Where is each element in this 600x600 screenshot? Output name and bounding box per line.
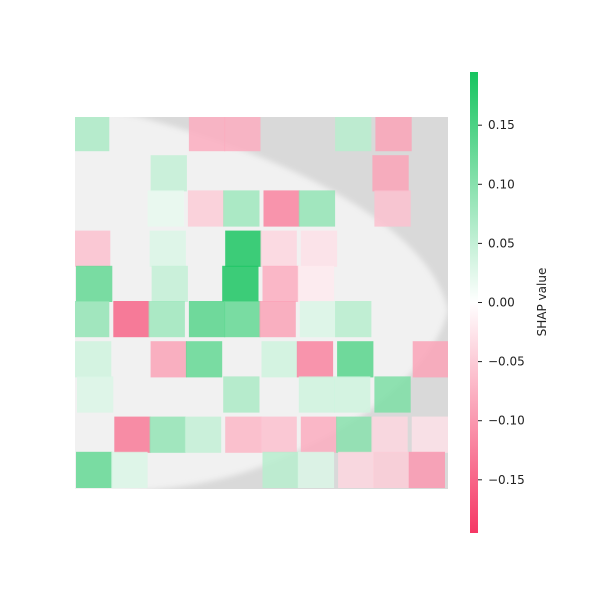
superpixel-cell [335,117,372,152]
superpixel-cell [297,265,335,302]
superpixel-cell [77,376,114,413]
colorbar-tick-label: −0.15 [488,473,525,487]
superpixel-cell [408,451,445,488]
colorbar-label: SHAP value [535,268,549,337]
superpixel-cell [375,117,412,152]
superpixel-cell [372,155,409,192]
superpixel-cell [338,451,375,488]
superpixel-cell [187,190,225,227]
superpixel-cell [75,230,111,267]
superpixel-cell [334,376,371,413]
superpixel-grid [75,117,448,488]
superpixel-cell [76,451,113,488]
superpixel-cell [263,190,300,227]
superpixel-cell [300,230,338,267]
colorbar-tick-label: 0.10 [488,177,515,191]
superpixel-cell [111,451,148,488]
superpixel-cell [297,451,335,488]
superpixel-cell [373,451,410,488]
superpixel-cell [114,416,151,453]
superpixel-cell [296,341,334,378]
superpixel-cell [223,376,260,413]
superpixel-cell [185,341,223,378]
superpixel-cell [260,416,297,453]
superpixel-cell [337,341,374,378]
superpixel-cell [75,341,112,378]
superpixel-cell [298,376,336,413]
superpixel-cell [371,416,408,453]
superpixel-cell [259,301,296,338]
colorbar-ticks: 0.15 0.10 0.05 0.00 −0.05 −0.10 −0.15 [478,118,525,487]
superpixel-cell [150,155,187,192]
superpixel-cell [411,416,448,453]
superpixel-cell [149,230,186,267]
superpixel-cell [262,265,299,302]
superpixel-cell [147,190,184,227]
superpixel-cell [262,451,299,488]
superpixel-cell [224,301,261,338]
superpixel-cell [150,341,187,378]
superpixel-cell [184,416,222,453]
colorbar-tick-label: −0.10 [488,414,525,428]
colorbar-tick-label: −0.05 [488,355,525,369]
superpixel-cell [260,230,297,267]
superpixel-cell [188,117,226,152]
superpixel-cell [113,301,150,338]
superpixel-cell [75,117,110,152]
superpixel-cell [299,301,337,338]
superpixel-cell [298,190,336,227]
superpixel-cell [374,376,411,413]
explanation-image [75,117,448,489]
superpixel-cell [336,416,373,453]
superpixel-cell [261,341,298,378]
superpixel-cell [76,265,113,302]
colorbar-tick-label: 0.15 [488,118,515,132]
superpixel-cell [148,301,185,338]
colorbar-tick-label: 0.05 [488,236,515,250]
superpixel-cell [188,301,226,338]
colorbar-tick-label: 0.00 [488,296,515,310]
superpixel-cell [149,416,186,453]
superpixel-cell [75,301,110,338]
superpixel-cell [222,265,259,302]
superpixel-cell [223,190,260,227]
superpixel-cell [224,117,261,152]
colorbar-gradient [470,72,478,533]
superpixel-cell [151,265,188,302]
superpixel-cell [335,301,372,338]
colorbar: 0.15 0.10 0.05 0.00 −0.05 −0.10 −0.15 SHAP val… [470,72,549,533]
superpixel-cell [412,341,448,378]
superpixel-cell [374,190,411,227]
superpixel-cell [225,416,262,453]
superpixel-cell [300,416,338,453]
superpixel-cell [225,230,262,267]
